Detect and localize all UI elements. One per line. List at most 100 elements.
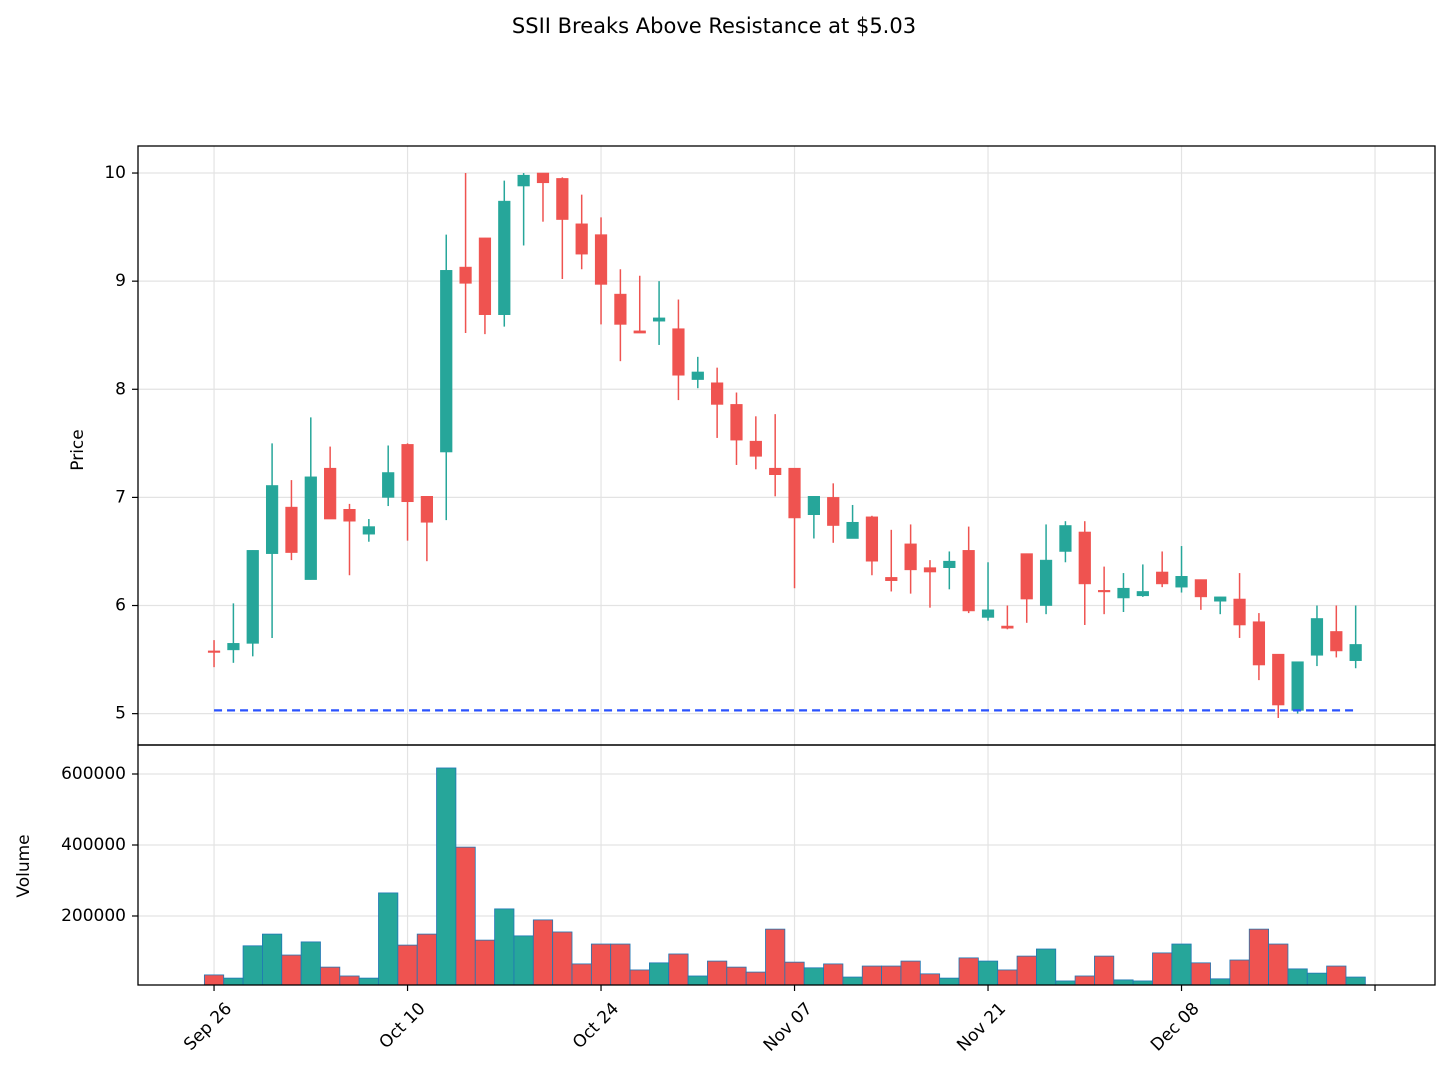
volume-bar (436, 767, 457, 986)
candle-body (440, 270, 453, 453)
candle-body (711, 382, 724, 405)
volume-bar (668, 953, 689, 986)
volume-bar (1074, 975, 1095, 986)
volume-bar (939, 977, 960, 986)
candle-body (420, 496, 433, 523)
volume-bar (552, 931, 573, 986)
volume-bar (281, 954, 302, 986)
candle-body (885, 577, 898, 581)
candle-body (382, 472, 395, 498)
candle-body (362, 526, 375, 535)
candle-body (1020, 553, 1033, 600)
volume-panel-frame (137, 744, 1436, 986)
volume-bar (1306, 972, 1328, 986)
candle-body (807, 496, 820, 515)
volume-bar (919, 973, 941, 986)
y-axis-label: Price (68, 429, 88, 470)
volume-bar (784, 961, 805, 986)
volume-bar (881, 965, 902, 986)
candle-body (1233, 598, 1246, 626)
candle-body (1175, 576, 1188, 588)
candle-body (633, 330, 646, 334)
candle-body (1156, 571, 1169, 585)
candle-body (1136, 591, 1149, 597)
candle-body (1039, 559, 1053, 606)
volume-bar (494, 908, 515, 986)
volume-bar (1326, 965, 1347, 986)
volume-bar (378, 892, 399, 986)
volume-bar (1171, 943, 1192, 986)
volume-bar (513, 935, 534, 986)
candle-body (1098, 590, 1111, 593)
y-tick-label: 10 (104, 163, 126, 183)
volume-bar (242, 945, 263, 986)
candle-body (478, 237, 492, 315)
volume-bar (1190, 962, 1211, 986)
volume-bar (1229, 959, 1250, 986)
volume-bar (223, 977, 244, 986)
candle-body (207, 650, 221, 653)
volume-bar (1113, 979, 1134, 986)
volume-bar (997, 969, 1018, 986)
candle-body (1310, 618, 1324, 656)
candle-body (556, 178, 569, 220)
candle-body (691, 371, 704, 380)
candle-body (1117, 587, 1130, 599)
y-tick-label: 600000 (61, 764, 126, 784)
candle-body (1291, 661, 1304, 711)
candle-body (459, 266, 472, 284)
y-tick-label: 6 (115, 596, 126, 616)
volume-bar (707, 960, 728, 986)
candle-body (1214, 596, 1227, 602)
volume-bar (1268, 943, 1289, 986)
candle-body (981, 609, 995, 618)
volume-bar (1035, 948, 1057, 986)
candle-body (575, 223, 588, 255)
volume-bar (1345, 976, 1366, 986)
candle-body (1059, 525, 1072, 552)
volume-bar (1248, 928, 1269, 986)
y-tick-label: 8 (115, 379, 126, 399)
volume-bar (745, 971, 766, 986)
candle-body (1001, 625, 1014, 629)
candle-body (1078, 531, 1091, 585)
candle-body (769, 467, 782, 475)
volume-bar (397, 944, 418, 986)
volume-bar (1016, 955, 1037, 986)
volume-bar (1287, 968, 1308, 986)
candle-body (265, 485, 279, 554)
volume-bar (649, 962, 670, 986)
candle-body (1330, 631, 1343, 652)
y-tick-label: 9 (115, 271, 126, 291)
candle-body (1252, 621, 1266, 666)
y-tick-label: 5 (115, 704, 126, 724)
candle-body (285, 506, 298, 553)
y-tick-label: 7 (115, 487, 126, 507)
volume-bar (726, 966, 747, 986)
candle-body (324, 467, 337, 520)
y-tick-label: 200000 (61, 906, 126, 926)
candle-body (343, 508, 356, 522)
candle-body (1349, 644, 1362, 661)
candle-body (923, 567, 937, 573)
candle-body (227, 643, 240, 651)
volume-bar (958, 957, 979, 986)
candle-body (652, 317, 666, 322)
candle-body (1272, 653, 1285, 706)
volume-bar (687, 975, 708, 986)
volume-bar (823, 963, 844, 986)
candle-body (788, 467, 801, 519)
volume-bar (203, 974, 225, 986)
volume-bar (571, 963, 592, 986)
candle-body (401, 444, 414, 503)
volume-bar (474, 939, 496, 986)
volume-bar (861, 965, 883, 986)
volume-bar (339, 975, 360, 986)
volume-axis-label: Volume (14, 834, 34, 897)
volume-bar (803, 967, 824, 986)
y-tick-label: 400000 (61, 835, 126, 855)
volume-bar (300, 941, 321, 986)
volume-bar (765, 928, 786, 986)
candle-body (730, 404, 743, 441)
